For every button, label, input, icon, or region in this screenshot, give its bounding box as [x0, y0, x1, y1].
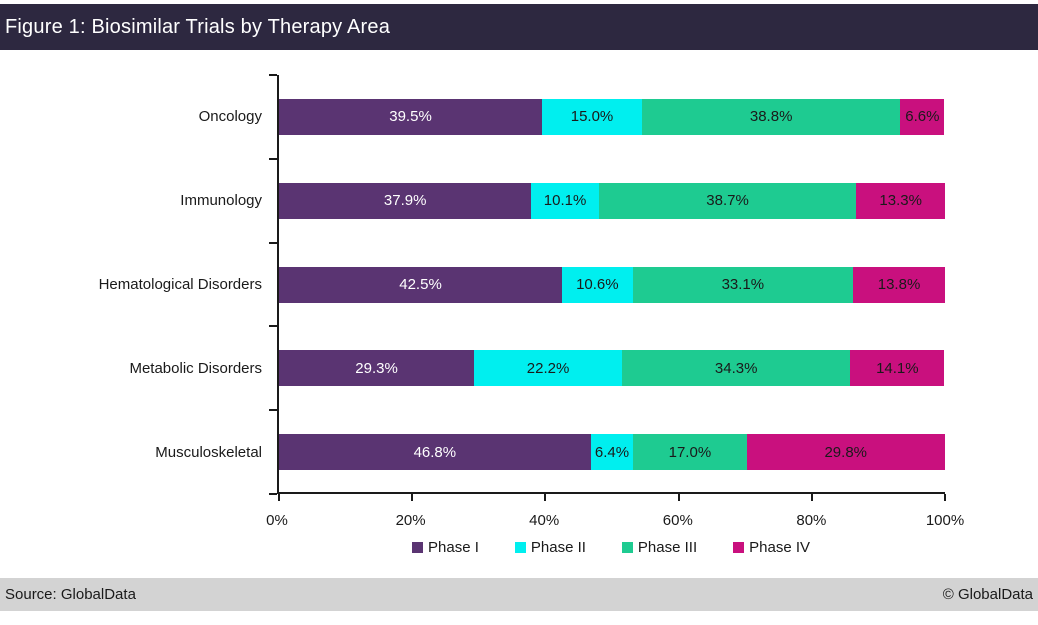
bar-segment-phase-iv: 13.8% — [853, 266, 945, 303]
x-axis-tick — [944, 494, 946, 501]
x-tick-label: 0% — [266, 512, 288, 529]
bottom-margin — [0, 611, 1038, 625]
legend-swatch — [621, 542, 633, 553]
x-axis-tick — [278, 494, 280, 501]
legend-item-phase-ii: Phase II — [514, 539, 586, 556]
bar-value-label: 38.8% — [749, 108, 793, 126]
y-axis-tick — [269, 74, 277, 76]
legend-item-phase-iii: Phase III — [621, 539, 698, 556]
x-axis-tick — [677, 494, 680, 501]
legend-swatch — [514, 542, 526, 553]
bar-value-label: 17.0% — [668, 443, 712, 461]
bar-segment-phase-iii: 34.3% — [621, 350, 851, 387]
bar-segment-phase-ii: 6.4% — [590, 434, 634, 471]
bar-segment-phase-iii: 38.7% — [598, 182, 857, 219]
bar-segment-phase-i: 29.3% — [279, 350, 475, 387]
x-axis-tick — [544, 494, 547, 501]
bar-segment-phase-i: 37.9% — [279, 182, 532, 219]
top-margin — [0, 0, 1038, 4]
bar-segment-phase-i: 39.5% — [279, 98, 543, 135]
legend-item-phase-i: Phase I — [412, 539, 479, 556]
bar-value-label: 14.1% — [876, 359, 919, 377]
legend-swatch — [412, 542, 423, 553]
bar-value-label: 46.8% — [413, 443, 457, 461]
x-tick-label: 40% — [529, 512, 560, 529]
category-label: Hematological Disorders — [98, 275, 262, 293]
legend-label: Phase I — [428, 539, 479, 556]
bar-segment-phase-ii: 10.6% — [562, 266, 633, 303]
bar-segment-phase-i: 42.5% — [279, 266, 563, 303]
y-axis-tick — [269, 325, 277, 328]
bar-value-label: 29.3% — [355, 359, 398, 377]
bar-value-label: 42.5% — [399, 276, 442, 293]
bar-row: 29.3% 22.2% 34.3% 14.1% — [279, 350, 945, 387]
y-axis-tick — [269, 493, 277, 495]
x-tick-label: 60% — [662, 512, 693, 529]
bar-value-label: 29.8% — [824, 443, 868, 461]
source-text: Source: GlobalData — [5, 586, 136, 603]
legend: Phase I Phase II Phase III Phase IV — [277, 539, 945, 556]
bar-segment-phase-iv: 13.3% — [856, 182, 945, 219]
bar-segment-phase-ii: 10.1% — [531, 182, 599, 219]
bar-segment-phase-iv: 6.6% — [900, 98, 945, 135]
bar-segment-phase-iii: 38.8% — [641, 98, 901, 135]
bar-segment-phase-i: 46.8% — [279, 434, 591, 471]
legend-label: Phase IV — [749, 539, 810, 556]
category-label: Musculoskeletal — [155, 443, 262, 461]
bar-segment-phase-ii: 22.2% — [474, 350, 622, 387]
plot-area: 39.5% 15.0% 38.8% 6.6% 37.9% 10.1% 38.7% 13.3% 4… — [269, 74, 946, 501]
bar-segment-phase-iii: 33.1% — [632, 266, 854, 303]
bar-value-label: 22.2% — [526, 359, 570, 377]
bar-value-label: 10.1% — [543, 192, 587, 210]
bar-value-label: 33.1% — [721, 276, 765, 293]
bar-segment-phase-iv: 29.8% — [746, 434, 945, 471]
figure-title: Figure 1: Biosimilar Trials by Therapy A… — [5, 15, 391, 38]
x-tick-label: 20% — [395, 512, 426, 529]
legend-label: Phase II — [530, 539, 586, 556]
bar-value-label: 34.3% — [714, 359, 758, 377]
category-label: Immunology — [180, 192, 262, 210]
copyright-text: © GlobalData — [942, 586, 1033, 603]
bar-value-label: 6.4% — [594, 443, 630, 461]
x-tick-label: 100% — [925, 512, 965, 529]
bar-value-label: 6.6% — [905, 108, 940, 126]
category-label: Oncology — [198, 108, 262, 126]
x-axis-tick — [411, 494, 414, 501]
y-axis-tick — [269, 157, 277, 160]
chart-canvas: 39.5% 15.0% 38.8% 6.6% 37.9% 10.1% 38.7% 13.3% 4… — [0, 50, 1038, 578]
y-axis-tick — [269, 241, 277, 244]
y-axis-tick — [269, 409, 277, 412]
bar-row: 39.5% 15.0% 38.8% 6.6% — [279, 98, 945, 135]
footer-bar: Source: GlobalData © GlobalData — [0, 578, 1038, 611]
legend-swatch — [733, 542, 745, 553]
bar-value-label: 13.8% — [877, 276, 921, 293]
figure-title-bar: Figure 1: Biosimilar Trials by Therapy A… — [0, 4, 1038, 50]
bar-segment-phase-iv: 14.1% — [850, 350, 945, 387]
bar-row: 46.8% 6.4% 17.0% 29.8% — [279, 434, 945, 471]
bar-value-label: 13.3% — [879, 192, 922, 210]
x-axis-tick — [810, 494, 813, 501]
bar-value-label: 10.6% — [576, 276, 619, 293]
bar-segment-phase-ii: 15.0% — [542, 98, 642, 135]
bar-value-label: 39.5% — [389, 108, 432, 126]
bar-segment-phase-iii: 17.0% — [633, 434, 747, 471]
bar-value-label: 15.0% — [570, 108, 614, 126]
legend-label: Phase III — [637, 539, 698, 556]
bar-row: 37.9% 10.1% 38.7% 13.3% — [279, 182, 945, 219]
bar-value-label: 38.7% — [706, 192, 749, 210]
legend-item-phase-iv: Phase IV — [733, 539, 810, 556]
bar-value-label: 37.9% — [383, 192, 427, 210]
x-tick-label: 80% — [796, 512, 827, 529]
category-label: Metabolic Disorders — [129, 359, 262, 377]
bar-row: 42.5% 10.6% 33.1% 13.8% — [279, 266, 945, 303]
